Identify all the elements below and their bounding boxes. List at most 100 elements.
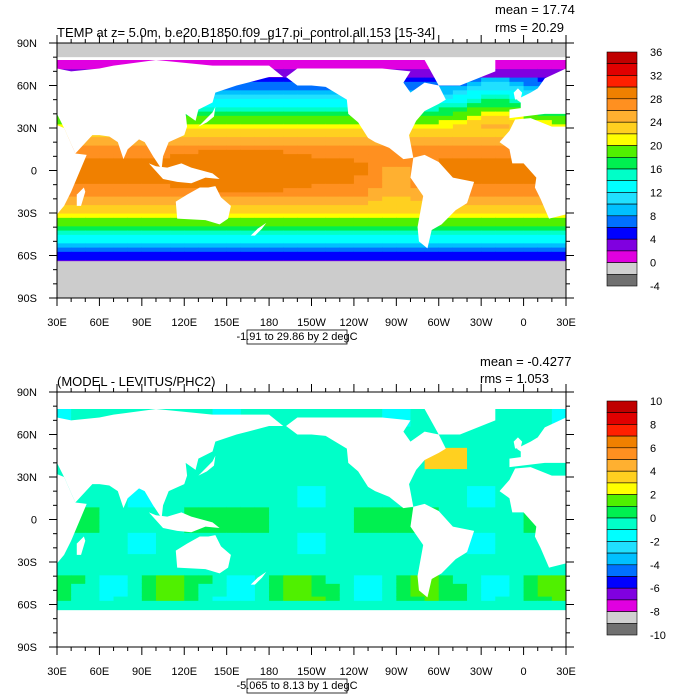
ocean-cell [325, 566, 341, 572]
ocean-cell [155, 604, 171, 610]
ocean-cell [452, 515, 468, 521]
ocean-cell [551, 221, 566, 227]
ocean-cell [410, 136, 426, 142]
ocean-cell [226, 506, 242, 512]
ocean-cell [127, 238, 143, 244]
ocean-cell [226, 553, 242, 559]
ocean-cell [297, 481, 313, 487]
ocean-cell [495, 604, 511, 610]
ocean-cell [269, 562, 284, 567]
ocean-cell [99, 255, 115, 261]
ocean-cell [311, 502, 327, 508]
ocean-cell [198, 455, 214, 461]
ocean-cell [368, 604, 383, 610]
ocean-cell [212, 587, 228, 593]
ocean-cell [99, 64, 115, 70]
ocean-cell [467, 532, 482, 538]
ocean-cell [410, 191, 426, 197]
ocean-cell [481, 106, 496, 112]
ocean-cell [481, 221, 496, 227]
ocean-cell [141, 562, 157, 567]
ocean-cell [424, 119, 440, 125]
ocean-cell [269, 472, 284, 478]
ocean-cell [71, 532, 86, 538]
land-uk [513, 88, 523, 100]
ocean-cell [353, 153, 369, 159]
ocean-cell [155, 579, 171, 584]
ocean-cell [467, 191, 482, 197]
ocean-cell [551, 247, 566, 252]
lat-label: 60N [17, 430, 37, 442]
ocean-cell [438, 489, 454, 495]
ocean-cell [254, 136, 270, 142]
ocean-cell [85, 174, 101, 180]
ocean-cell [438, 438, 454, 444]
ocean-cell [283, 596, 298, 601]
ocean-cell [311, 438, 327, 444]
ocean-cell [339, 187, 355, 193]
ocean-cell [99, 519, 115, 525]
ocean-cell [410, 140, 426, 146]
ocean-cell [155, 238, 171, 244]
ocean-cell [495, 94, 511, 99]
ocean-cell [424, 591, 440, 597]
ocean-cell [467, 455, 482, 461]
ocean-cell [368, 540, 383, 546]
ocean-cell [509, 85, 525, 91]
ocean-cell [353, 515, 369, 521]
ocean-cell [85, 570, 101, 576]
ocean-cell [297, 166, 313, 172]
ocean-cell [269, 455, 284, 461]
ocean-cell [184, 247, 199, 252]
ocean-cell [240, 532, 256, 538]
ocean-cell [495, 174, 511, 180]
ocean-cell [368, 221, 383, 227]
ocean-cell [325, 221, 341, 227]
ocean-cell [226, 234, 242, 240]
ocean-cell [481, 119, 496, 125]
ocean-cell [467, 574, 482, 580]
ocean-cell [396, 545, 412, 550]
ocean-cell [283, 532, 298, 538]
ocean-cell [467, 132, 482, 138]
ocean-cell [297, 536, 313, 542]
ocean-cell [382, 557, 397, 563]
ocean-cell [240, 464, 256, 470]
ocean-cell [155, 196, 171, 201]
ocean-cell [396, 549, 412, 555]
ocean-cell [353, 251, 369, 257]
ocean-cell [113, 498, 129, 504]
ocean-cell [410, 234, 426, 240]
ocean-cell [353, 60, 369, 65]
ocean-cell [311, 115, 327, 121]
ocean-cell [184, 511, 199, 516]
ocean-cell [481, 242, 496, 248]
ocean-cell [339, 251, 355, 257]
ocean-cell [523, 234, 539, 240]
ocean-cell [438, 162, 454, 167]
ocean-cell [438, 89, 454, 95]
ocean-cell [57, 596, 72, 601]
ocean-cell [311, 166, 327, 172]
ocean-cell [523, 532, 539, 538]
ocean-cell [382, 587, 397, 593]
ocean-cell [85, 583, 101, 589]
ocean-cell [170, 545, 185, 550]
ocean-cell [452, 128, 468, 133]
ocean-cell [170, 149, 185, 155]
ocean-cell [184, 498, 199, 504]
ocean-cell [424, 494, 440, 499]
ocean-cell [212, 443, 228, 448]
ocean-cell [396, 557, 412, 563]
ocean-cell [71, 60, 86, 65]
ocean-cell [452, 519, 468, 525]
ocean-cell [212, 225, 228, 231]
ocean-cell [226, 208, 242, 214]
ocean-cell [113, 179, 129, 184]
lon-label: 90W [385, 317, 408, 329]
ocean-cell [113, 242, 129, 248]
ocean-cell [113, 549, 129, 555]
ocean-cell [551, 587, 566, 593]
ocean-cell [396, 540, 412, 546]
ocean-cell [551, 472, 566, 478]
